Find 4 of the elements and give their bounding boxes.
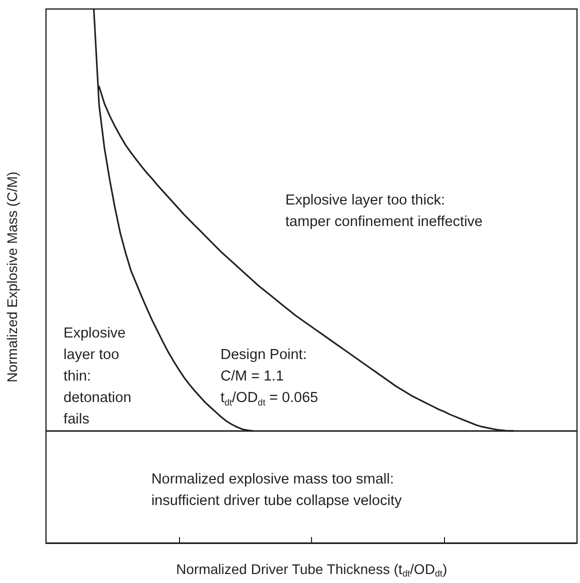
y-axis-title: Normalized Explosive Mass (C/M) (4, 172, 20, 382)
annotation: Normalized explosive mass too small: insufficient driver tube collapse velocity (151, 472, 402, 510)
annotation: Explosive layer too thick: tamper confinement ineffective (285, 192, 483, 230)
annotation: Explosive layer too thin: detonation fails (64, 325, 132, 428)
